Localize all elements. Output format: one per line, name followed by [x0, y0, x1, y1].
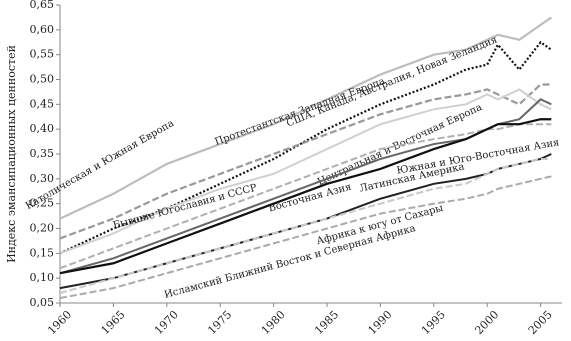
y-axis-label: Индекс эмансипационных ценностей	[5, 45, 18, 263]
y-tick-label: 0,60	[30, 23, 55, 36]
series-label: Южная и Юго-Восточная Азия	[396, 137, 560, 176]
y-tick-label: 0,30	[30, 172, 55, 185]
y-tick-label: 0,10	[30, 271, 55, 284]
series-label: Протестантская Западная Европа	[213, 76, 386, 148]
x-tick-label: 1970	[152, 308, 181, 337]
x-tick-label: 1975	[205, 308, 234, 337]
y-tick-label: 0,45	[30, 97, 55, 110]
x-tick-label: 1965	[99, 308, 128, 337]
x-tick-label: 1980	[259, 308, 288, 337]
x-tick-label: 2005	[526, 308, 555, 337]
x-tick-label: 1990	[366, 308, 395, 337]
x-tick-label: 2000	[472, 308, 501, 337]
series-line	[59, 118, 552, 275]
series-line	[59, 16, 552, 220]
y-tick-label: 0,05	[30, 296, 55, 309]
series-line	[59, 88, 552, 255]
y-tick-label: 0,15	[30, 246, 55, 259]
y-tick-label: 0,20	[30, 222, 55, 235]
y-tick-label: 0,55	[30, 48, 55, 61]
series-line	[59, 123, 552, 270]
y-tick-label: 0,35	[30, 147, 55, 160]
series-line	[59, 83, 552, 240]
y-tick-label: 0,40	[30, 122, 55, 135]
series-line	[59, 157, 552, 295]
x-tick-label: 1960	[45, 308, 74, 337]
series-label: Бывшие Югославия и СССР	[112, 182, 258, 231]
series-label: Исламский Ближний Восток и Северная Афри…	[163, 223, 417, 301]
y-tick-label: 0,25	[30, 197, 55, 210]
y-tick-label: 0,65	[30, 0, 55, 11]
series-line	[59, 98, 552, 275]
y-tick-label: 0,50	[30, 73, 55, 86]
series-line	[59, 175, 552, 300]
x-tick-label: 1985	[312, 308, 341, 337]
x-tick-label: 1995	[419, 308, 448, 337]
